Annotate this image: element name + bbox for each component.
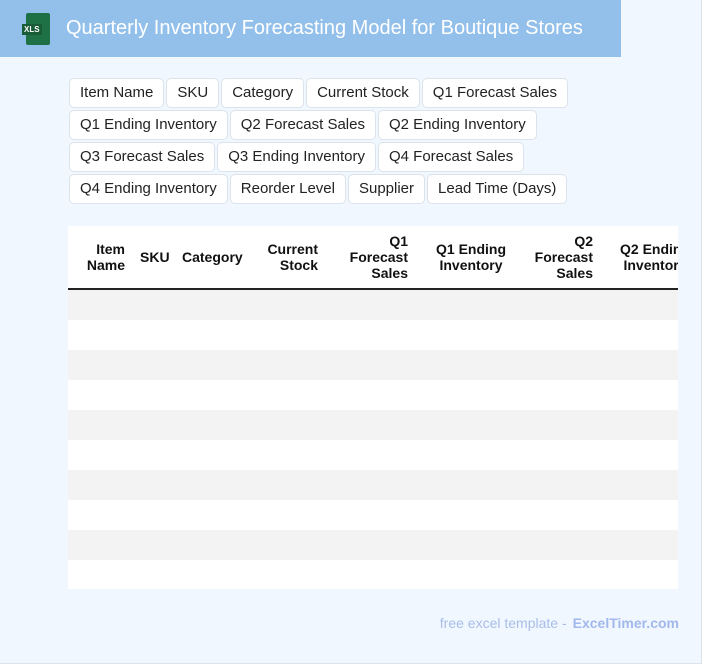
column-header[interactable]: Q1 Forecast Sales <box>349 233 408 281</box>
data-table: Item Name SKU Category Current Stock Q1 Fore… <box>68 226 678 589</box>
table-row <box>68 290 678 320</box>
table-row <box>68 470 678 500</box>
column-chip[interactable]: SKU <box>166 78 220 108</box>
column-chip[interactable]: Supplier <box>347 174 426 204</box>
column-chip[interactable]: Q3 Forecast Sales <box>69 142 216 172</box>
column-chip[interactable]: Current Stock <box>306 78 420 108</box>
table-row <box>68 440 678 470</box>
column-header[interactable]: Q2 Ending Inventory <box>620 241 678 273</box>
footer-text: free excel template - <box>439 615 567 631</box>
column-chip[interactable]: Q2 Ending Inventory <box>377 110 537 140</box>
column-chip[interactable]: Reorder Level <box>229 174 346 204</box>
table-row <box>68 320 678 350</box>
column-chip[interactable]: Q1 Forecast Sales <box>421 78 568 108</box>
column-chip[interactable]: Item Name <box>69 78 165 108</box>
column-chip[interactable]: Q2 Forecast Sales <box>229 110 376 140</box>
logo-text: XLS <box>22 23 42 35</box>
column-chip[interactable]: Q1 Ending Inventory <box>69 110 228 140</box>
column-chip[interactable]: Q4 Ending Inventory <box>69 174 228 204</box>
column-chip[interactable]: Q3 Ending Inventory <box>217 142 376 172</box>
column-header[interactable]: Current Stock <box>267 241 318 273</box>
column-chip[interactable]: Q4 Forecast Sales <box>377 142 525 172</box>
column-header[interactable]: Item Name <box>86 241 125 273</box>
title-bar: XLS Quarterly Inventory Forecasting Mode… <box>0 0 621 57</box>
table-row <box>68 410 678 440</box>
column-header[interactable]: Q1 Ending Inventory <box>436 241 506 273</box>
table-row <box>68 560 678 589</box>
footer-brand-link[interactable]: ExcelTimer.com <box>572 615 679 631</box>
table-row <box>68 350 678 380</box>
column-chip[interactable]: Lead Time (Days) <box>427 174 568 204</box>
column-header[interactable]: Q2 Forecast Sales <box>534 233 593 281</box>
column-header[interactable]: SKU <box>140 249 170 265</box>
table-row <box>68 380 678 410</box>
table-body <box>68 290 678 589</box>
footer: free excel template - ExcelTimer.com <box>440 615 679 631</box>
column-header[interactable]: Category <box>182 249 243 265</box>
table-header: Item Name SKU Category Current Stock Q1 Fore… <box>68 226 678 290</box>
table-row <box>68 500 678 530</box>
excel-file-icon: XLS <box>22 12 50 45</box>
table-row <box>68 530 678 560</box>
page-title: Quarterly Inventory Forecasting Model fo… <box>66 17 583 39</box>
column-chip[interactable]: Category <box>221 78 305 108</box>
column-chip-list: Item Name SKU Category Current Stock Q1 Fore… <box>69 78 679 204</box>
